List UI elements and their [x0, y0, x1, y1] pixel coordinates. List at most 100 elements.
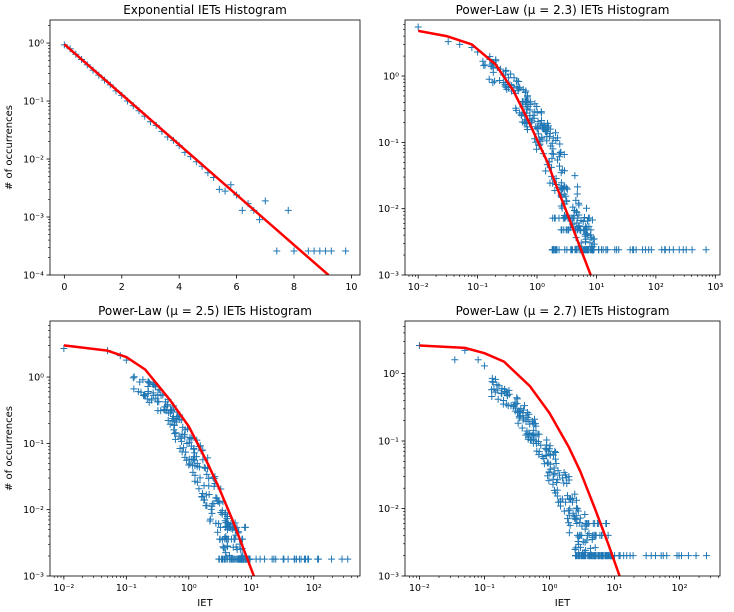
data-point [231, 535, 239, 543]
data-point [518, 424, 526, 432]
data-point [179, 444, 187, 452]
data-point [229, 543, 237, 551]
data-point [702, 552, 710, 560]
data-point [579, 552, 587, 560]
data-point [529, 111, 537, 119]
data-point [168, 406, 176, 414]
data-point [540, 460, 548, 468]
data-point [200, 463, 208, 471]
data-point [199, 489, 207, 497]
x-tick-label: 2 [119, 282, 125, 293]
data-point [580, 213, 588, 221]
data-point [179, 423, 187, 431]
data-point [507, 70, 515, 78]
marker-series [60, 344, 352, 563]
data-point [615, 246, 623, 254]
data-point [629, 552, 637, 560]
data-point [503, 392, 511, 400]
y-tick-label: 10⁻¹ [378, 138, 399, 149]
data-point [553, 479, 561, 487]
data-point [479, 57, 487, 65]
data-point [215, 555, 223, 563]
data-point [488, 393, 496, 401]
data-point [647, 552, 655, 560]
data-point [488, 374, 496, 382]
data-point [575, 222, 583, 230]
data-point [684, 552, 692, 560]
data-point [543, 137, 551, 145]
data-point [327, 247, 335, 255]
data-point [152, 394, 160, 402]
data-point [538, 122, 546, 130]
x-tick-label: 10¹ [588, 282, 604, 293]
data-point [574, 507, 582, 515]
data-point [582, 204, 590, 212]
data-point [188, 455, 196, 463]
data-point [534, 123, 542, 131]
data-point [497, 389, 505, 397]
data-point [272, 555, 280, 563]
data-point [222, 549, 230, 557]
chart-title: Power-Law (μ = 2.7) IETs Histogram [456, 304, 670, 318]
data-point [557, 226, 565, 234]
axes-frame [404, 19, 721, 276]
data-point [558, 166, 566, 174]
axes-frame [49, 320, 361, 577]
data-point [144, 378, 152, 386]
data-point [487, 63, 495, 71]
x-tick-label: 4 [176, 282, 182, 293]
x-tick-label: 10⁻¹ [116, 583, 137, 594]
chart-title: Power-Law (μ = 2.5) IETs Histogram [98, 304, 312, 318]
y-tick-label: 10⁻³ [23, 213, 44, 224]
data-point [344, 555, 352, 563]
data-point [641, 246, 649, 254]
data-point [516, 408, 524, 416]
data-point [553, 492, 561, 500]
data-point [261, 197, 269, 205]
data-point [549, 150, 557, 158]
data-point [139, 376, 147, 384]
data-point [589, 235, 597, 243]
data-point [598, 246, 606, 254]
x-tick-label: 10⁻² [408, 282, 429, 293]
data-point [531, 100, 539, 108]
data-point [571, 515, 579, 523]
data-point [171, 430, 179, 438]
data-point [130, 385, 138, 393]
data-point [480, 62, 488, 70]
data-point [519, 85, 527, 93]
data-point [546, 442, 554, 450]
y-tick-label: 10⁻³ [378, 572, 399, 583]
data-point [523, 123, 531, 131]
data-point [176, 444, 184, 452]
data-point [552, 136, 560, 144]
data-point [560, 151, 568, 159]
y-tick-label: 10⁻¹ [23, 439, 44, 450]
data-point [702, 246, 710, 254]
marker-series [60, 41, 350, 255]
plot-area [414, 23, 710, 275]
data-point [548, 139, 556, 147]
x-tick-label: 10⁰ [529, 282, 545, 293]
data-point [523, 93, 531, 101]
data-point [513, 400, 521, 408]
x-tick-label: 10³ [707, 282, 723, 293]
data-point [181, 453, 189, 461]
data-point [487, 386, 495, 394]
data-point [565, 495, 573, 503]
x-tick-label: 10⁻¹ [474, 583, 495, 594]
axes-frame [404, 320, 721, 577]
data-point [557, 502, 565, 510]
data-point [187, 442, 195, 450]
data-point [515, 78, 523, 86]
data-point [565, 507, 573, 515]
x-axis-label: IET [555, 598, 571, 609]
data-point [569, 203, 577, 211]
data-point [185, 461, 193, 469]
data-point [561, 246, 569, 254]
data-point [173, 414, 181, 422]
x-tick-label: 10⁻¹ [467, 282, 488, 293]
data-point [562, 184, 570, 192]
chart-title: Power-Law (μ = 2.3) IETs Histogram [456, 3, 670, 17]
data-point [581, 246, 589, 254]
